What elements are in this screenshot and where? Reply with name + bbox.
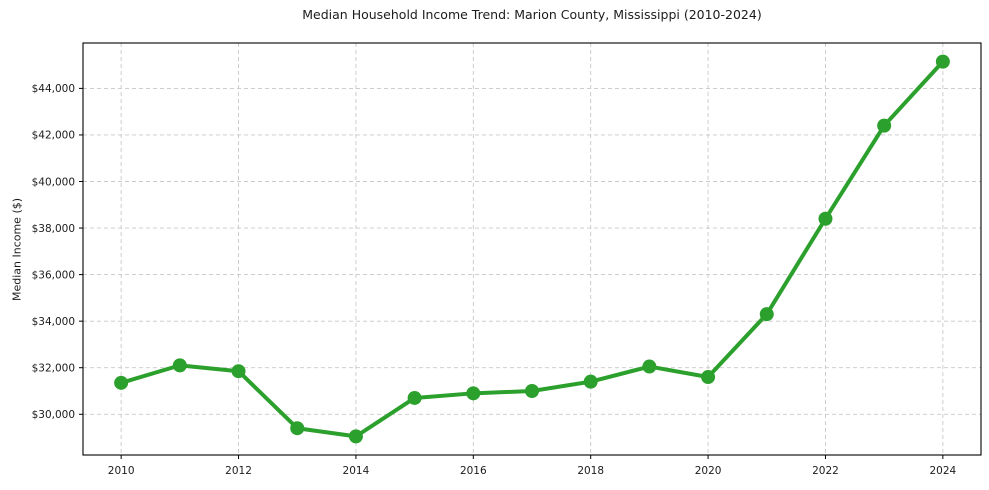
- y-tick-label: $38,000: [32, 223, 75, 235]
- data-point: [877, 118, 892, 133]
- x-tick-label: 2018: [577, 465, 604, 477]
- data-point: [407, 390, 422, 405]
- trend-line: [119, 59, 945, 439]
- data-point: [818, 211, 833, 226]
- y-tick-label: $44,000: [32, 83, 75, 95]
- x-tick-label: 2014: [343, 465, 370, 477]
- y-tick-label: $36,000: [32, 269, 75, 281]
- plot-border: [82, 42, 982, 456]
- data-point: [525, 383, 539, 398]
- y-tick-label: $32,000: [32, 363, 75, 375]
- data-point: [466, 386, 481, 401]
- y-tick-label: $34,000: [32, 316, 75, 328]
- y-tick-label: $42,000: [32, 130, 75, 142]
- chart-title: Median Household Income Trend: Marion Co…: [302, 7, 762, 22]
- x-tick-label: 2022: [812, 465, 839, 477]
- x-tick-label: 2016: [460, 465, 487, 477]
- data-point: [290, 421, 305, 436]
- data-point: [759, 307, 774, 322]
- data-point: [114, 375, 129, 390]
- data-point: [172, 358, 187, 373]
- x-tick-label: 2020: [695, 465, 722, 477]
- x-tick-label: 2012: [225, 465, 252, 477]
- data-point: [935, 54, 950, 69]
- x-tick-label: 2024: [929, 465, 956, 477]
- x-tick-label: 2010: [108, 465, 135, 477]
- y-tick-label: $40,000: [32, 176, 75, 188]
- data-point: [231, 364, 246, 379]
- data-point: [701, 370, 716, 385]
- data-point: [583, 374, 598, 389]
- data-point: [348, 429, 363, 444]
- data-point: [642, 359, 657, 374]
- y-tick-label: $30,000: [32, 409, 75, 421]
